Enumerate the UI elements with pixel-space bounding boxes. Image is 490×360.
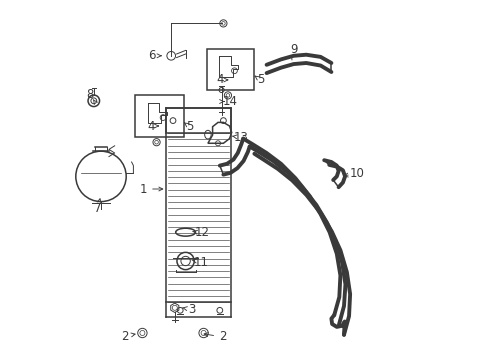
Text: 5: 5 xyxy=(186,120,194,133)
Text: 6: 6 xyxy=(147,49,155,62)
Text: 2: 2 xyxy=(219,330,226,343)
Text: 5: 5 xyxy=(257,73,264,86)
Text: 8: 8 xyxy=(86,88,93,101)
Text: 9: 9 xyxy=(290,43,297,56)
Text: 14: 14 xyxy=(223,95,238,108)
Bar xyxy=(207,49,254,90)
Text: 1: 1 xyxy=(140,183,147,195)
Text: 12: 12 xyxy=(195,226,209,239)
Text: 3: 3 xyxy=(188,303,196,316)
Text: 7: 7 xyxy=(94,202,101,215)
Text: 2: 2 xyxy=(121,330,128,343)
Text: 4: 4 xyxy=(217,73,224,86)
Text: 10: 10 xyxy=(350,167,365,180)
Bar xyxy=(135,95,184,137)
Text: 11: 11 xyxy=(194,256,209,269)
Text: 13: 13 xyxy=(234,131,249,144)
Text: 4: 4 xyxy=(147,120,155,132)
Bar xyxy=(166,108,231,133)
